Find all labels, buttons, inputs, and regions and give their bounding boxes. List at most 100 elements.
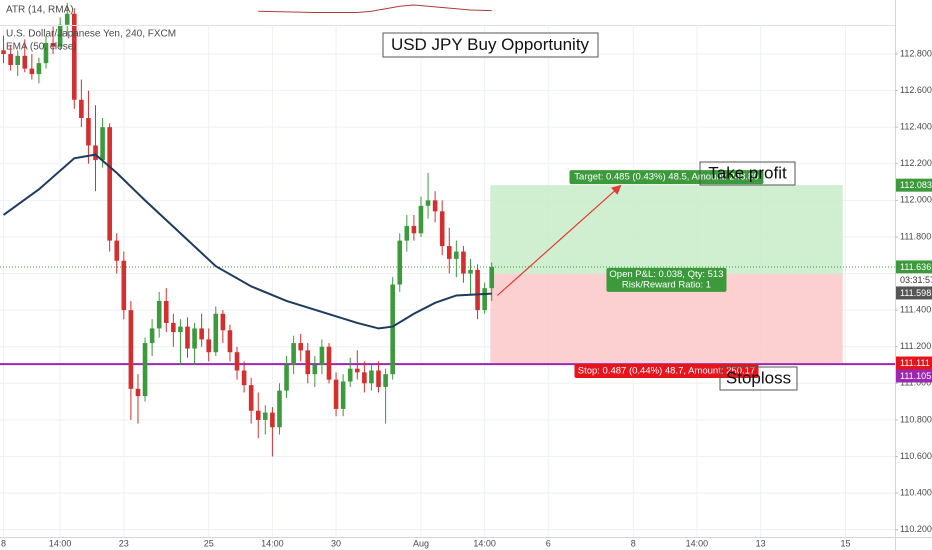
candle-body [482, 288, 487, 311]
candle-body [432, 200, 438, 212]
price-tag-label: 112.083 [900, 180, 932, 190]
candle-body [220, 313, 226, 331]
candle-body [333, 379, 339, 409]
x-tick-label: 14:00 [261, 538, 284, 548]
candle-body [128, 310, 134, 389]
atr-legend: ATR (14, RMA) [6, 5, 74, 16]
candle-body [227, 330, 233, 353]
price-tag [896, 356, 932, 370]
candle-body [121, 260, 127, 311]
x-tick-label: 14:00 [49, 538, 72, 548]
y-tick-label: 111.200 [900, 341, 931, 351]
pnl-label-box [606, 267, 727, 292]
y-tick-label: 110.800 [900, 414, 932, 424]
candle-body [369, 370, 374, 384]
candle-body [156, 300, 162, 329]
y-tick-label: 110.200 [900, 524, 932, 534]
candle-body [241, 370, 247, 386]
candle-body [234, 352, 240, 371]
price-tag-label: 111.636 [900, 262, 931, 272]
candle-body [57, 24, 63, 47]
candle-body [390, 284, 395, 375]
candle-body [404, 225, 410, 241]
x-tick-label: 8 [1, 538, 6, 548]
candle-body [199, 328, 204, 340]
candle-body [100, 127, 105, 161]
x-tick-label: 25 [204, 538, 214, 548]
title-box [382, 32, 599, 58]
x-tick-label: 15 [840, 538, 850, 548]
candle-body [29, 68, 35, 75]
candle-body [36, 63, 42, 75]
candle-body [185, 326, 190, 349]
candle-body [277, 390, 282, 428]
y-tick-label: 112.400 [900, 122, 932, 132]
x-tick-label: 30 [331, 538, 341, 548]
candle-body [263, 412, 268, 420]
candle-body [446, 246, 452, 259]
candle-body [319, 346, 325, 366]
candle-body [298, 343, 303, 351]
candle-body [206, 339, 212, 353]
candle-body [86, 118, 91, 146]
ema-line [2, 153, 492, 330]
countdown: 03:31:57 [900, 275, 932, 285]
countdown-box [896, 273, 932, 287]
candle-body [107, 127, 112, 241]
x-tick-label: 23 [119, 538, 129, 548]
annotation: Take profit [708, 163, 787, 182]
y-tick-label: 110.600 [900, 451, 932, 461]
candle-body [291, 343, 296, 366]
candle-body [305, 350, 311, 375]
candle-body [178, 326, 183, 333]
target-label-box [569, 170, 764, 185]
candle-body [418, 205, 424, 234]
candle-body [411, 225, 417, 234]
x-tick-label: 6 [546, 538, 551, 548]
x-tick-label: Aug [413, 538, 429, 548]
candle-body [248, 385, 254, 411]
atr-line [258, 4, 492, 13]
y-tick-label: 112.800 [900, 48, 932, 58]
candle-body [213, 313, 219, 353]
ema-legend: EMA (50, close) [6, 42, 77, 53]
y-tick-label: 111.800 [900, 231, 931, 241]
target-zone [490, 185, 843, 274]
y-tick-label: 111.000 [900, 378, 931, 388]
x-tick-label: 14:00 [686, 538, 709, 548]
candle-body [50, 42, 56, 47]
y-tick-label: 112.000 [900, 195, 932, 205]
target-label: Target: 0.485 (0.43%) 48.5, Amount: 248.… [574, 172, 758, 183]
candle-body [8, 53, 13, 65]
price-tag [896, 286, 932, 300]
price-tag-label: 111.111 [900, 358, 930, 368]
candle-body [489, 266, 495, 289]
annotation: Stoploss [726, 368, 791, 387]
price-tag-label: 111.105 [900, 371, 931, 381]
candle-body [149, 328, 155, 344]
candle-body [270, 412, 275, 428]
x-tick-label: 8 [631, 538, 636, 548]
symbol-legend: U.S. Dollar/Japanese Yen, 240, FXCM [6, 29, 176, 40]
candle-body [255, 410, 261, 420]
candle-body [454, 251, 459, 259]
candle-body [15, 55, 20, 65]
candle-body [142, 343, 148, 397]
stop-label: Stop: 0.487 (0.44%) 48.7, Amount: 250.17 [578, 366, 755, 377]
candle-body [64, 13, 70, 25]
candle-body [22, 55, 28, 69]
candle-body [71, 13, 77, 100]
y-tick-label: 112.600 [900, 85, 932, 95]
candle-body [362, 372, 367, 384]
candle-body [43, 42, 49, 64]
price-tag [896, 369, 932, 383]
pnl-label: Open P&L: 0.038, Qty: 513 [609, 269, 723, 280]
candle-body [340, 381, 346, 409]
price-tag [896, 260, 932, 274]
candle-body [376, 370, 381, 387]
candle-body [347, 368, 353, 382]
annotation-box [719, 366, 798, 391]
candle-body [1, 50, 6, 54]
x-tick-label: 14:00 [473, 538, 496, 548]
